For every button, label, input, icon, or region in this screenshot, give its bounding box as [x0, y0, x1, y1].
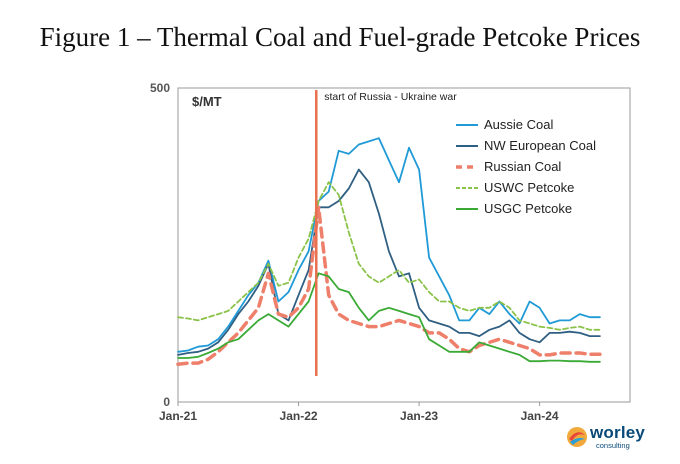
- series-line-aussie-coal: [177, 137, 601, 353]
- legend-entry: Aussie Coal: [484, 117, 553, 132]
- logo-wordmark: worley: [590, 423, 646, 442]
- y-tick-label: 0: [163, 395, 170, 409]
- y-tick-label: 500: [150, 81, 170, 95]
- worley-swirl-icon: [567, 427, 587, 447]
- x-tick-label: Jan-22: [280, 409, 318, 423]
- x-tick-label: Jan-21: [159, 409, 197, 423]
- x-tick-label: Jan-23: [400, 409, 438, 423]
- worley-logo: worley consulting: [566, 422, 666, 458]
- legend-entry: USWC Petcoke: [484, 180, 574, 195]
- x-tick-label: Jan-24: [521, 409, 559, 423]
- plot-area-border: [177, 87, 631, 403]
- series-line-nw-european-coal: [177, 168, 601, 356]
- annotation-label: start of Russia - Ukraine war: [324, 91, 457, 103]
- logo-tagline: consulting: [596, 441, 630, 450]
- figure-title: Figure 1 – Thermal Coal and Fuel-grade P…: [39, 22, 641, 52]
- series-line-usgc-petcoke: [177, 272, 601, 363]
- unit-label: $/MT: [192, 94, 222, 109]
- series-line-russian-coal: [176, 205, 602, 367]
- legend-entry: NW European Coal: [484, 138, 596, 153]
- series-line-uswc-petcoke: [177, 181, 601, 331]
- legend-entry: USGC Petcoke: [484, 201, 572, 216]
- legend-entry: Russian Coal: [484, 159, 561, 174]
